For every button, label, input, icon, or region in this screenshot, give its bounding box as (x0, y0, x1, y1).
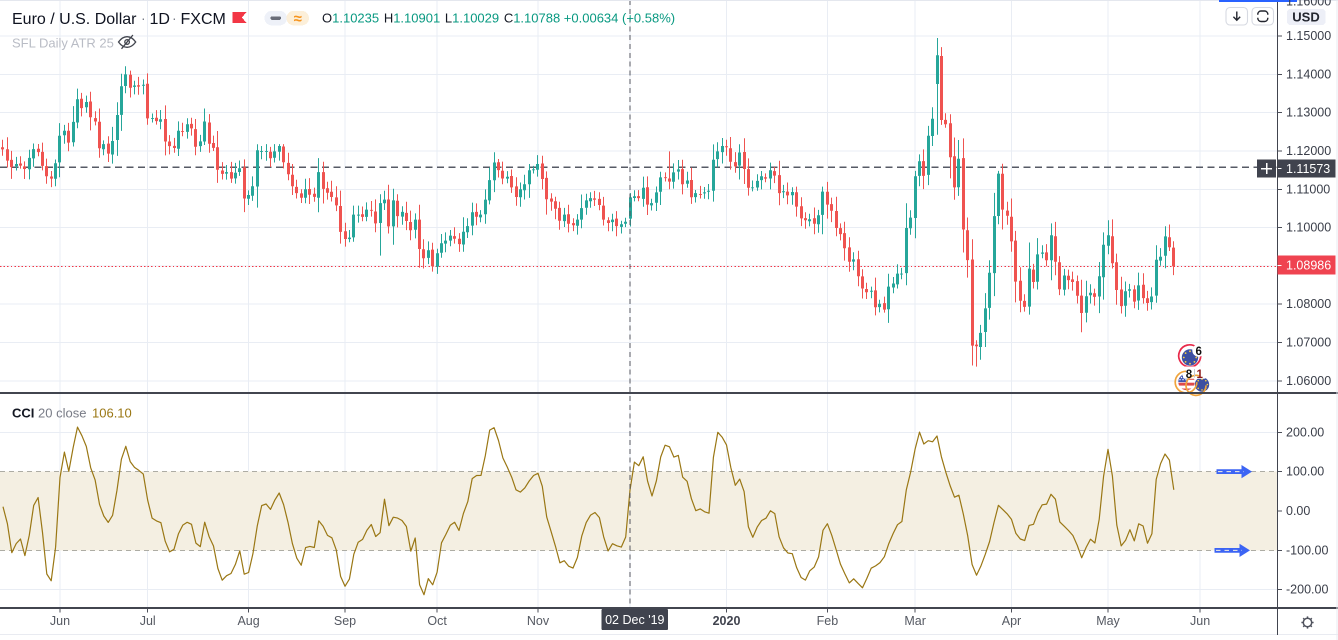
svg-text:Jun: Jun (50, 614, 70, 628)
svg-text:Sep: Sep (334, 614, 356, 628)
svg-text:200.00: 200.00 (1286, 425, 1324, 439)
svg-text:1.13000: 1.13000 (1286, 106, 1331, 120)
svg-text:Jul: Jul (140, 614, 156, 628)
svg-text:Jun: Jun (1190, 614, 1210, 628)
svg-text:1.06000: 1.06000 (1286, 374, 1331, 388)
svg-text:1.10000: 1.10000 (1286, 221, 1331, 235)
svg-text:Feb: Feb (817, 614, 839, 628)
svg-text:≈: ≈ (294, 10, 302, 27)
svg-text:Aug: Aug (237, 614, 259, 628)
svg-text:Oct: Oct (427, 614, 447, 628)
svg-text:-100.00: -100.00 (1286, 543, 1328, 557)
svg-text:Nov: Nov (527, 614, 550, 628)
svg-text:1.08986: 1.08986 (1286, 259, 1331, 273)
svg-text:8: 8 (1186, 369, 1193, 381)
svg-text:0.00: 0.00 (1286, 504, 1310, 518)
svg-text:SFL Daily ATR 25: SFL Daily ATR 25 (12, 36, 114, 51)
svg-text:·: · (172, 10, 177, 26)
svg-text:1.07000: 1.07000 (1286, 336, 1331, 350)
svg-text:1.08000: 1.08000 (1286, 297, 1331, 311)
svg-text:Euro / U.S. Dollar: Euro / U.S. Dollar (12, 11, 137, 28)
svg-text:1.16000: 1.16000 (1286, 0, 1331, 9)
svg-text:106.10: 106.10 (92, 406, 132, 421)
svg-text:100.00: 100.00 (1286, 465, 1324, 479)
svg-text:1.12000: 1.12000 (1286, 144, 1331, 158)
svg-text:O1.10235 H1.10901 L1.10029: O1.10235 H1.10901 L1.10029 C1.10788 +0.0… (322, 11, 675, 26)
svg-text:·: · (141, 10, 146, 26)
svg-text:1.15000: 1.15000 (1286, 29, 1331, 43)
svg-text:02 Dec '19: 02 Dec '19 (605, 613, 664, 627)
svg-text:USD: USD (1292, 10, 1319, 25)
svg-text:May: May (1096, 614, 1120, 628)
svg-text:Apr: Apr (1002, 614, 1021, 628)
svg-text:1.11000: 1.11000 (1286, 182, 1330, 196)
svg-text:2020: 2020 (713, 614, 741, 628)
svg-text:1: 1 (1197, 369, 1204, 381)
svg-text:CCI: CCI (12, 406, 34, 421)
svg-text:FXCM: FXCM (181, 11, 226, 28)
svg-text:1D: 1D (150, 11, 170, 28)
svg-text:6: 6 (1196, 346, 1202, 358)
svg-text:-200.00: -200.00 (1286, 583, 1328, 597)
svg-text:Mar: Mar (904, 614, 926, 628)
svg-text:1.14000: 1.14000 (1286, 67, 1331, 81)
svg-text:20 close: 20 close (38, 406, 86, 421)
svg-text:1.11573: 1.11573 (1286, 162, 1330, 176)
